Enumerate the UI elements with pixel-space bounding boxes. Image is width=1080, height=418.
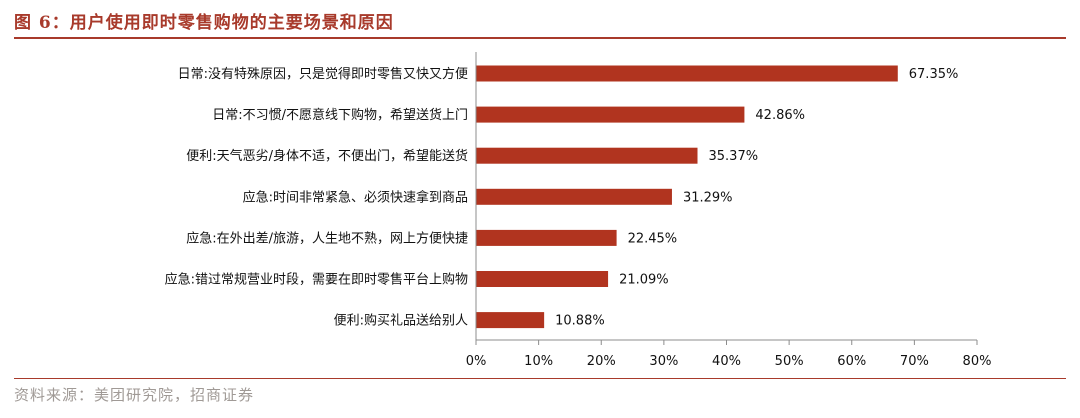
source-divider [14,378,1066,379]
value-label: 31.29% [683,190,733,205]
title-divider [14,37,1066,39]
value-label: 22.45% [628,231,678,246]
category-label: 应急:在外出差/旅游，人生地不熟，网上方便快捷 [186,230,468,246]
value-label: 35.37% [709,149,759,164]
x-tick-label: 10% [524,354,553,369]
category-label: 日常:没有特殊原因，只是觉得即时零售又快又方便 [178,66,468,82]
value-label: 42.86% [755,108,805,123]
x-tick-label: 70% [900,354,929,369]
bars-group [476,65,898,329]
bar [476,65,898,82]
category-label: 应急:时间非常紧急、必须快速拿到商品 [243,189,468,205]
value-label: 10.88% [555,314,605,329]
bar [476,106,745,123]
bar [476,147,698,164]
value-label: 67.35% [909,67,959,82]
category-label: 便利:购买礼品送给别人 [334,313,468,329]
x-tick-label: 60% [837,354,866,369]
source-note: 资料来源：美团研究院，招商证券 [14,386,255,404]
x-tick-label: 0% [466,354,487,369]
x-tick-label: 40% [712,354,741,369]
bar [476,312,545,329]
value-labels-group: 67.35% 42.86% 35.37% 31.29% 22.45% 21.09% 10.8… [555,67,958,329]
x-tick-label: 30% [649,354,678,369]
x-tick-label: 80% [963,354,992,369]
value-label: 21.09% [619,273,669,288]
category-label: 应急:错过常规营业时段，需要在即时零售平台上购物 [165,272,468,288]
category-label: 便利:天气恶劣/身体不适，不便出门，希望能送货 [186,148,468,164]
bar-chart: 日常:没有特殊原因，只是觉得即时零售又快又方便日常:不习惯/不愿意线下购物，希望… [165,52,992,369]
figure-title: 图 6：用户使用即时零售购物的主要场景和原因 [14,13,394,33]
x-tick-label: 20% [587,354,616,369]
category-label: 日常:不习惯/不愿意线下购物，希望送货上门 [212,107,468,123]
bar [476,188,672,205]
bar [476,229,617,246]
x-tick-label: 50% [775,354,804,369]
x-axis: 0% 10% 20% 30% 40% 50% 60% 70% 80% [466,52,992,369]
category-labels-group: 日常:没有特殊原因，只是觉得即时零售又快又方便日常:不习惯/不愿意线下购物，希望… [165,66,468,329]
bar [476,271,609,287]
